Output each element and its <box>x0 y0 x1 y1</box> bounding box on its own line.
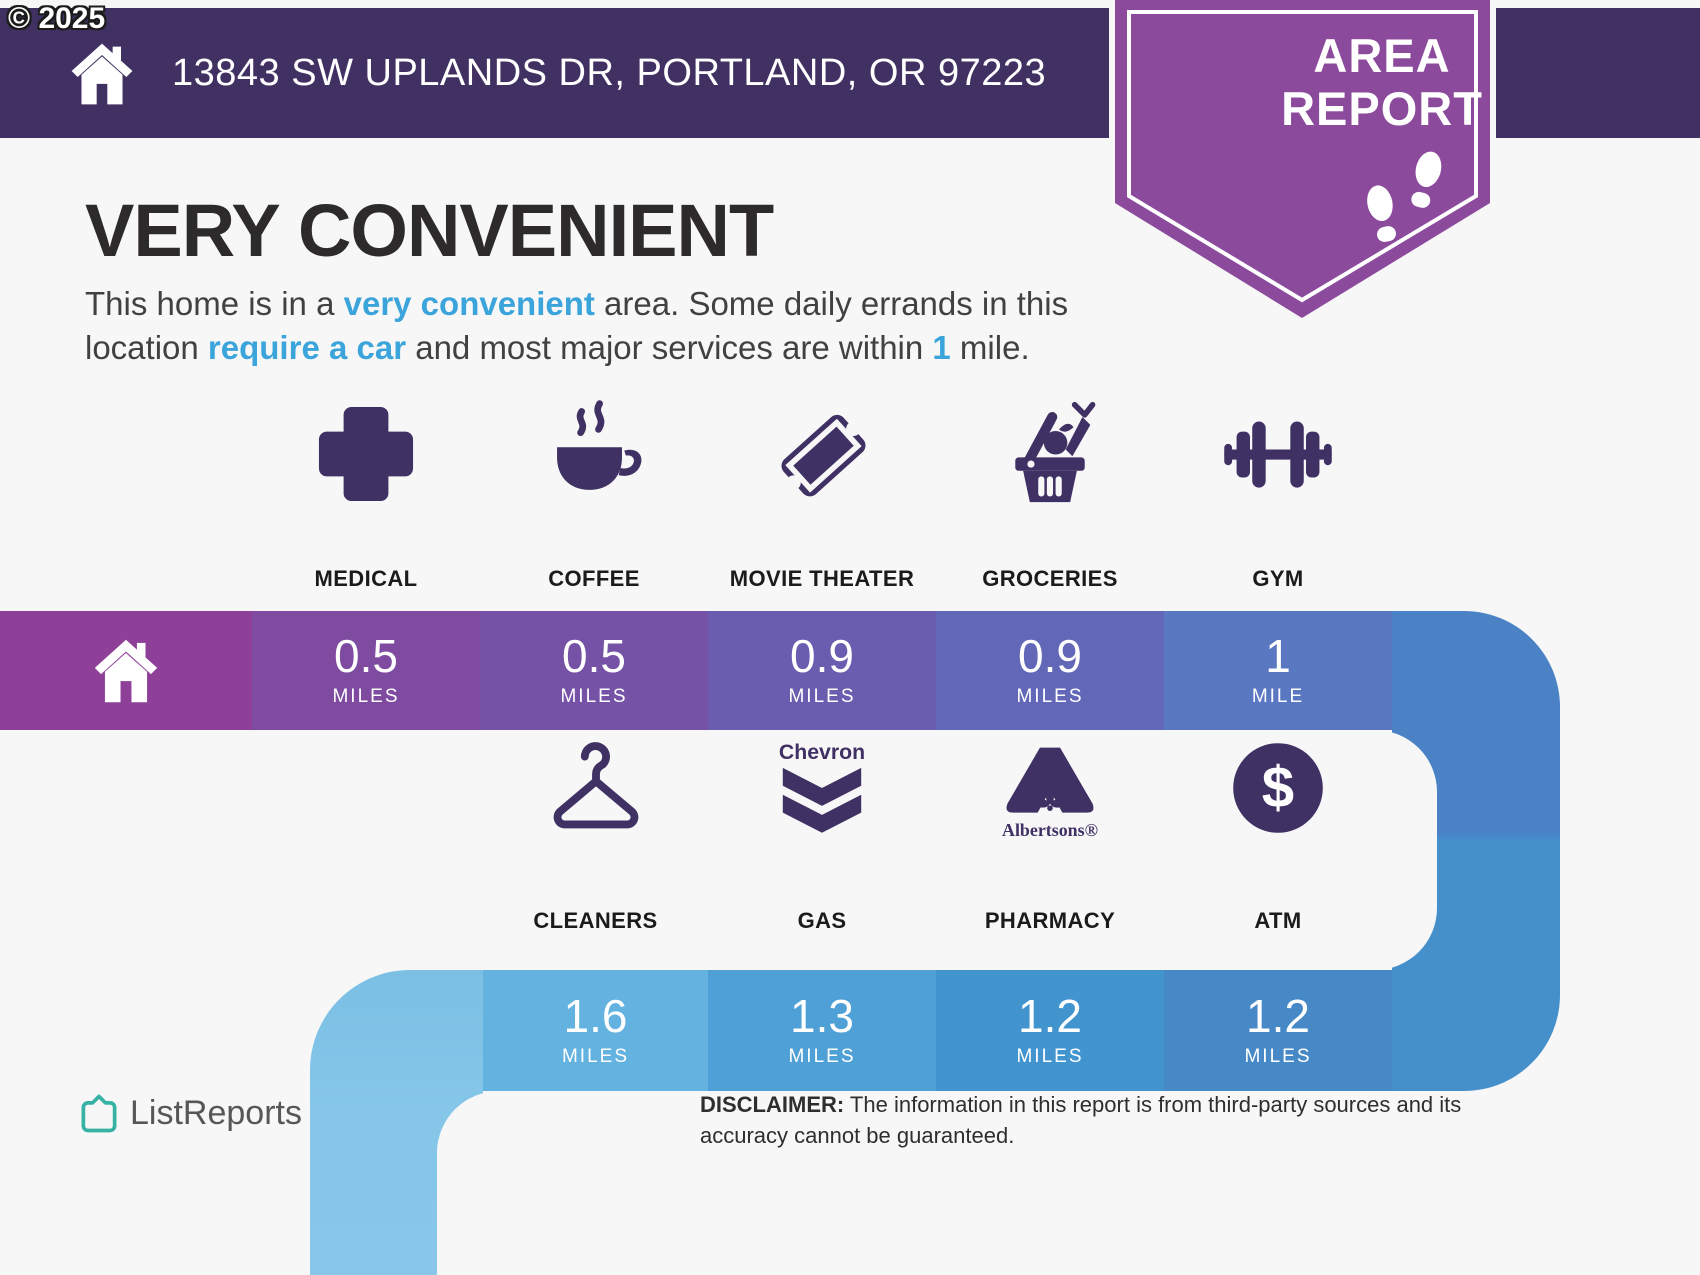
desc-highlight: 1 <box>932 329 951 367</box>
distance-unit: MILES <box>560 686 628 707</box>
grocery-basket-icon <box>1015 401 1096 503</box>
hanger-icon <box>553 742 639 829</box>
distance-cell-movie-theater: 0.9 MILES <box>708 611 936 730</box>
desc-highlight: very convenient <box>343 285 595 322</box>
ribbon-left-inner-notch <box>437 1091 727 1275</box>
dollar-sign-icon: $ <box>1233 743 1323 833</box>
home-icon <box>94 639 158 702</box>
badge-title: AREA REPORT <box>1273 29 1491 135</box>
dollar-symbol: $ <box>1262 755 1294 820</box>
distance-unit: MILES <box>1244 1046 1312 1067</box>
distance-unit: MILE <box>1251 686 1305 707</box>
amenity-label-pharmacy: PHARMACY <box>984 908 1116 933</box>
distance-cell-cleaners: 1.6 MILES <box>483 970 708 1091</box>
page-title: VERY CONVENIENT <box>85 189 774 272</box>
desc-seg: area. Some daily errands in this locatio… <box>85 285 1069 367</box>
amenity-label-cleaners: CLEANERS <box>533 908 658 933</box>
distance-unit: MILES <box>788 1046 856 1067</box>
distance-cell-medical: 0.5 MILES <box>252 611 480 730</box>
home-cell <box>0 611 252 730</box>
distance-unit: MILES <box>332 686 400 707</box>
distance-cell-pharmacy: 1.2 MILES <box>936 970 1164 1091</box>
movie-ticket-icon <box>781 414 866 497</box>
area-report-badge: AREA REPORT <box>1105 0 1500 335</box>
distance-value: 1.6 <box>563 990 628 1042</box>
distance-value: 0.9 <box>790 630 854 682</box>
distance-unit: MILES <box>561 1046 630 1067</box>
disclaimer: DISCLAIMER: The information in this repo… <box>700 1090 1530 1152</box>
dumbbell-icon <box>1224 421 1332 488</box>
amenity-label-gym: GYM <box>1252 566 1304 591</box>
amenity-label-atm: ATM <box>1254 908 1302 933</box>
distance-unit: MILES <box>1016 686 1084 707</box>
distance-value: 1.3 <box>790 990 854 1042</box>
home-icon <box>71 43 133 105</box>
distance-cell-groceries: 0.9 MILES <box>936 611 1164 730</box>
coffee-cup-icon <box>557 400 642 490</box>
albertsons-brand-text: Albertsons® <box>1002 820 1098 840</box>
amenity-label-movie-theater: MOVIE THEATER <box>729 566 915 591</box>
desc-seg: mile. <box>950 329 1030 367</box>
distance-value: 0.5 <box>562 630 626 682</box>
distance-value: 0.5 <box>334 630 398 682</box>
amenity-label-gas: GAS <box>797 908 847 933</box>
amenity-label-medical: MEDICAL <box>314 566 418 591</box>
distance-value: 0.9 <box>1018 630 1082 682</box>
albertsons-logo: Albertsons® <box>1002 747 1098 840</box>
chevron-brand-text: Chevron <box>779 740 865 764</box>
amenity-label-coffee: COFFEE <box>548 566 640 591</box>
desc-highlight: require a car <box>207 329 407 367</box>
chevron-logo: Chevron <box>779 740 865 833</box>
distance-unit: MILES <box>788 686 856 707</box>
disclaimer-label: DISCLAIMER: <box>700 1092 845 1117</box>
amenity-label-groceries: GROCERIES <box>982 566 1118 591</box>
listreports-brand: ListReports <box>130 1094 302 1132</box>
copyright-watermark: © 2025 <box>8 2 106 35</box>
distance-cell-gas: 1.3 MILES <box>708 970 936 1091</box>
medical-cross-icon <box>318 406 414 502</box>
distance-unit: MILES <box>1016 1046 1084 1067</box>
distance-cell-gym: 1 MILE <box>1164 611 1392 730</box>
badge-shield-icon <box>1109 0 1496 326</box>
desc-seg: and most major services are within <box>406 329 933 367</box>
distance-value: 1 <box>1265 630 1291 682</box>
badge-title-line2: REPORT <box>1281 81 1483 135</box>
distance-cell-coffee: 0.5 MILES <box>480 611 708 730</box>
disclaimer-text: The information in this report is from t… <box>700 1092 1462 1148</box>
distance-cell-atm: 1.2 MILES <box>1164 970 1392 1091</box>
footprints-icon <box>1367 151 1442 242</box>
distance-value: 1.2 <box>1018 990 1082 1042</box>
property-address: 13843 SW UPLANDS DR, PORTLAND, OR 97223 <box>172 52 1047 94</box>
desc-seg: This home is in a <box>85 285 344 322</box>
badge-title-line1: AREA <box>1313 29 1451 82</box>
summary-paragraph: This home is in a very convenient area. … <box>85 282 1115 370</box>
listreports-logo-icon <box>81 1094 117 1133</box>
distance-value: 1.2 <box>1246 990 1310 1042</box>
